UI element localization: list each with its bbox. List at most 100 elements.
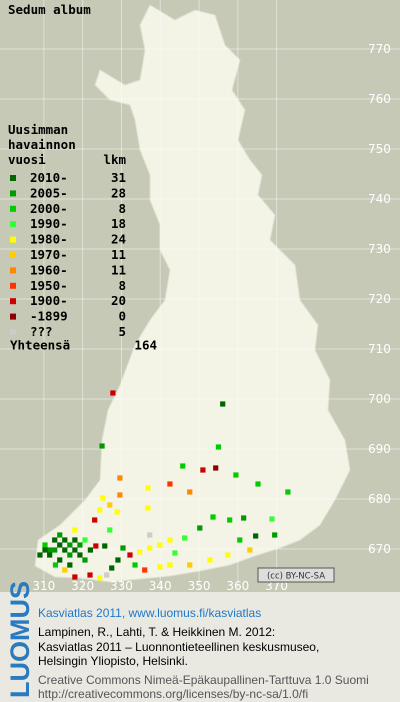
x-tick-label: 310: [32, 579, 55, 593]
legend-count: 8: [118, 278, 126, 293]
legend-label: -1899: [30, 309, 68, 324]
occurrence: [132, 562, 138, 568]
occurrence: [72, 547, 78, 553]
y-tick-label: 670: [368, 542, 391, 556]
citation: Lampinen, R., Lahti, T. & Heikkinen M. 2…: [38, 625, 275, 639]
legend-count: 31: [111, 170, 126, 185]
occurrence: [72, 527, 78, 533]
occurrence: [110, 390, 116, 396]
legend-swatch: [10, 298, 16, 305]
occurrence: [104, 572, 110, 578]
luomus-logo: LUOMUS: [5, 581, 35, 698]
legend-count: 28: [111, 185, 126, 200]
occurrence: [67, 552, 73, 558]
occurrence: [167, 537, 173, 543]
legend-label: 2010-: [30, 170, 68, 185]
license: http://creativecommons.org/licenses/by-n…: [38, 687, 308, 701]
legend-label: 1950-: [30, 278, 68, 293]
y-tick-label: 750: [368, 142, 391, 156]
occurrence: [107, 502, 113, 508]
occurrence: [107, 527, 113, 533]
occurrence: [52, 562, 59, 568]
occurrence: [215, 444, 222, 450]
occurrence: [227, 517, 233, 523]
occurrence: [207, 557, 213, 563]
y-tick-label: 690: [368, 442, 391, 456]
y-tick-label: 720: [368, 292, 391, 306]
occurrence: [180, 463, 186, 469]
occurrence: [57, 532, 63, 538]
legend-count: 8: [118, 201, 126, 216]
occurrence: [87, 547, 93, 553]
occurrence: [72, 537, 78, 543]
legend-swatch: [10, 190, 16, 197]
occurrence: [220, 401, 226, 407]
y-tick-label: 740: [368, 192, 391, 206]
occurrence: [233, 472, 239, 478]
x-tick-label: 350: [188, 579, 211, 593]
cc-badge-box: [257, 567, 335, 583]
occurrence: [114, 509, 120, 515]
occurrence: [67, 562, 73, 568]
legend-swatch: [10, 267, 16, 274]
occurrence: [241, 515, 247, 521]
occurrence: [167, 481, 173, 487]
legend-column: lkm: [103, 152, 126, 167]
legend-header: havainnon: [8, 137, 76, 152]
occurrence: [182, 535, 188, 541]
legend-total-label: Yhteensä: [10, 337, 70, 352]
occurrence: [253, 533, 259, 539]
occurrence: [117, 475, 123, 481]
legend-count: 24: [111, 232, 126, 247]
occurrence: [237, 537, 243, 543]
occurrence: [67, 542, 73, 548]
occurrence: [37, 552, 43, 558]
legend-total: 164: [134, 337, 157, 352]
legend-swatch: [10, 175, 16, 181]
legend-count: 5: [118, 324, 126, 339]
citation: Kasviatlas 2011 – Luonnontieteellinen ke…: [38, 640, 319, 654]
occurrence: [147, 545, 153, 551]
occurrence: [87, 572, 93, 578]
legend-swatch: [10, 205, 16, 212]
y-tick-label: 770: [368, 42, 391, 56]
occurrence: [157, 542, 163, 548]
legend-count: 11: [111, 247, 126, 262]
occurrence: [52, 547, 58, 553]
x-tick-label: 330: [110, 579, 133, 593]
occurrence: [137, 549, 143, 555]
occurrence: [97, 507, 103, 513]
occurrence: [57, 542, 63, 548]
footer-headline: Kasviatlas 2011, www.luomus.fi/kasviatla…: [38, 606, 261, 620]
x-tick-label: 320: [71, 579, 94, 593]
occurrence: [157, 564, 163, 570]
occurrence: [42, 547, 48, 553]
occurrence: [99, 443, 105, 449]
occurrence: [47, 552, 53, 558]
occurrence: [167, 562, 173, 568]
occurrence: [109, 565, 115, 571]
occurrence: [72, 574, 78, 580]
occurrence: [255, 481, 261, 487]
occurrence: [187, 489, 193, 495]
occurrence: [187, 562, 193, 568]
occurrence: [52, 537, 58, 543]
species-title: Sedum album: [8, 2, 91, 17]
occurrence: [172, 550, 178, 556]
occurrence: [145, 485, 151, 491]
footer-background: [0, 592, 400, 702]
occurrence: [93, 543, 99, 549]
occurrence: [200, 467, 206, 473]
legend-label: 1970-: [30, 247, 68, 262]
occurrence: [62, 537, 68, 543]
occurrence: [120, 545, 126, 551]
y-tick-label: 700: [368, 392, 391, 406]
occurrence: [100, 495, 106, 501]
occurrence: [269, 516, 275, 522]
occurrence: [77, 552, 83, 558]
legend-count: 18: [111, 216, 126, 231]
occurrence: [127, 552, 133, 558]
